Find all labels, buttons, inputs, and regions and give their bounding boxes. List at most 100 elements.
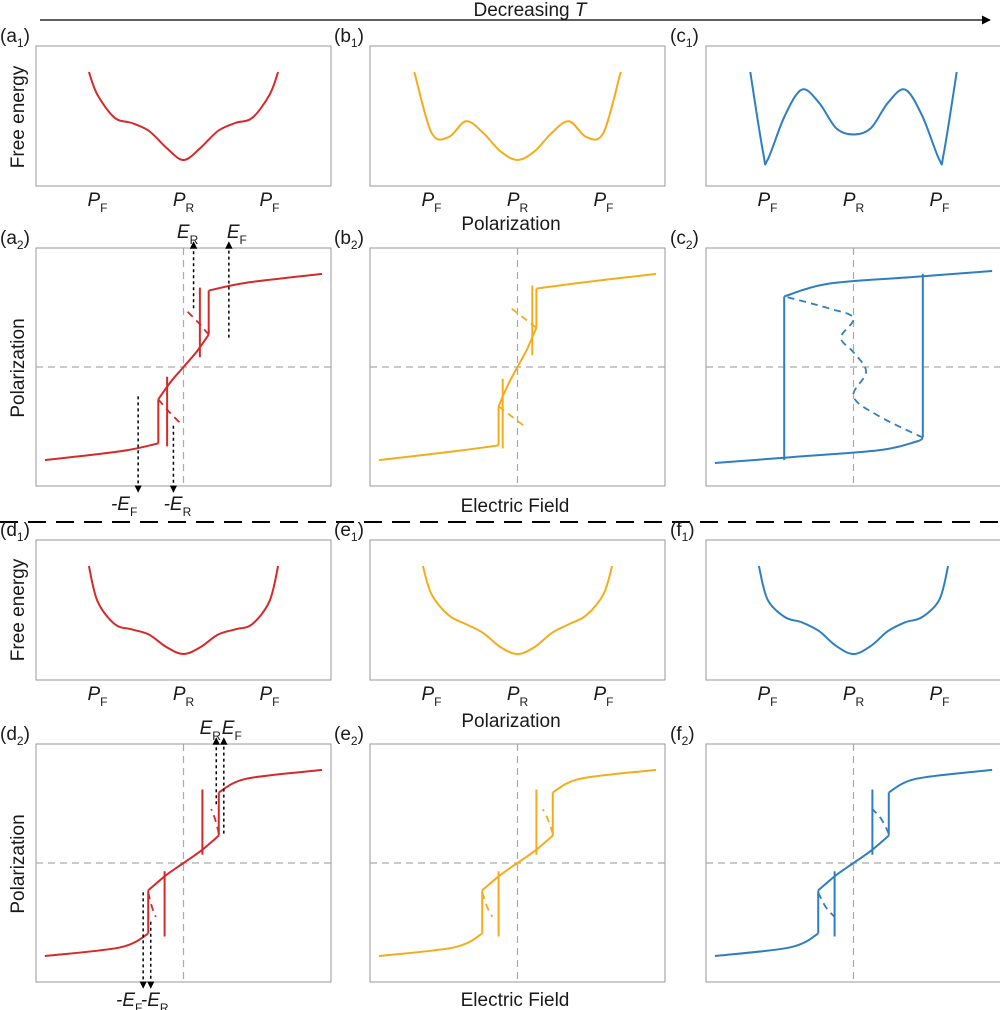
panel-frame xyxy=(705,45,1000,187)
panel-f2: (f2) xyxy=(670,724,1000,983)
panel-label: (b2) xyxy=(334,228,364,252)
polarization-xlabel-bottom: Polarization xyxy=(461,711,560,732)
upper-branch xyxy=(536,272,657,290)
unstable-branch xyxy=(783,295,924,439)
unstable-branch xyxy=(147,892,157,918)
free-energy-label-bottom: Free energy xyxy=(8,558,29,661)
panel-label: (f1) xyxy=(670,520,695,544)
p-tick-label: PF xyxy=(421,190,441,215)
panel-a2: (a2) ER EF -EF -ER xyxy=(0,222,332,519)
unstable-branch xyxy=(481,892,494,918)
p-tick-label: PF xyxy=(259,684,279,709)
panel-label: (d1) xyxy=(0,520,30,544)
panel-label: (a1) xyxy=(0,26,30,50)
unstable-branch xyxy=(817,891,836,918)
polarization-label-loop-bottom: Polarization xyxy=(8,814,29,913)
er-label: ER xyxy=(177,222,199,247)
er-label: ER xyxy=(200,718,222,743)
middle-branch xyxy=(481,834,554,892)
panel-label: (e2) xyxy=(334,724,364,748)
upper-branch xyxy=(552,768,657,794)
p-tick-label: PF xyxy=(421,684,441,709)
p-tick-label: PR xyxy=(173,190,195,215)
free-energy-curve xyxy=(749,71,958,166)
lower-branch xyxy=(714,932,819,958)
p-tick-label: PF xyxy=(757,684,777,709)
unstable-branch xyxy=(541,808,554,834)
p-tick-label: PF xyxy=(929,684,949,709)
middle-branch xyxy=(147,834,220,892)
panel-frame xyxy=(369,45,666,187)
unstable-branch xyxy=(510,307,537,329)
neg-ef-label: -EF xyxy=(111,494,137,519)
p-tick-label: PR xyxy=(507,190,529,215)
polarization-label-loop-top: Polarization xyxy=(8,318,29,417)
p-tick-label: PR xyxy=(843,190,865,215)
free-energy-curve xyxy=(757,565,950,656)
panel-label: (c1) xyxy=(670,26,699,50)
neg-ef-label: -EF xyxy=(116,990,142,1010)
upper-branch xyxy=(208,272,323,292)
unstable-branch xyxy=(157,398,182,425)
lower-branch xyxy=(44,932,149,958)
ef-label: EF xyxy=(222,718,242,743)
panel-a1: (a1) PF PR PF xyxy=(0,26,332,215)
panel-e1: (e1) PF PR PF xyxy=(334,520,666,709)
free-energy-curve xyxy=(87,565,280,656)
lower-branch xyxy=(714,436,924,464)
panel-label: (e1) xyxy=(334,520,364,544)
free-energy-curve xyxy=(87,71,280,162)
electric-field-xlabel-top: Electric Field xyxy=(461,496,570,517)
p-tick-label: PR xyxy=(173,684,195,709)
lower-branch xyxy=(378,932,483,958)
panel-b2: (b2) xyxy=(334,228,666,487)
panel-frame xyxy=(369,539,666,681)
middle-branch xyxy=(817,834,890,892)
panel-label: (a2) xyxy=(0,228,30,252)
upper-branch xyxy=(218,768,323,794)
polarization-xlabel-top: Polarization xyxy=(461,214,560,235)
unstable-branch xyxy=(185,309,210,336)
panel-label: (f2) xyxy=(670,724,695,748)
panel-d2: (d2) ER EF -EF-ER xyxy=(0,718,332,1010)
p-tick-label: PF xyxy=(259,190,279,215)
lower-branch xyxy=(378,444,499,462)
free-energy-curve xyxy=(421,565,614,656)
panel-frame xyxy=(705,539,1000,681)
p-tick-label: PF xyxy=(593,190,613,215)
p-tick-label: PF xyxy=(757,190,777,215)
ef-label: EF xyxy=(227,222,247,247)
p-tick-label: PF xyxy=(87,190,107,215)
panel-f1: (f1) PF PR PF xyxy=(670,520,1000,709)
panel-label: (d2) xyxy=(0,724,30,748)
unstable-branch xyxy=(210,808,220,834)
electric-field-xlabel-bottom: Electric Field xyxy=(461,990,570,1010)
unstable-branch xyxy=(871,808,890,835)
neg-er-label: -ER xyxy=(141,990,169,1010)
panel-c1: (c1) PF PR PF xyxy=(670,26,1000,215)
panel-c2: (c2) xyxy=(670,228,1000,487)
p-tick-label: PR xyxy=(843,684,865,709)
panels: (a1)PF PR PF(b1)PF PR PF(c1)PF PR PF(a2) ER EF-E… xyxy=(0,26,1000,1010)
p-tick-label: PR xyxy=(507,684,529,709)
free-energy-label-top: Free energy xyxy=(8,65,29,168)
free-energy-curve xyxy=(413,71,622,162)
p-tick-label: PF xyxy=(87,684,107,709)
unstable-branch xyxy=(498,405,525,427)
panel-label: (c2) xyxy=(670,228,699,252)
upper-branch xyxy=(783,270,993,298)
panel-b1: (b1) PF PR PF xyxy=(334,26,666,215)
p-tick-label: PF xyxy=(929,190,949,215)
panel-frame xyxy=(35,539,332,681)
panel-label: (b1) xyxy=(334,26,364,50)
neg-er-label: -ER xyxy=(164,494,192,519)
panel-e2: (e2) xyxy=(334,724,666,983)
panel-d1: (d1) PF PR PF xyxy=(0,520,332,709)
upper-branch xyxy=(888,768,993,794)
p-tick-label: PF xyxy=(593,684,613,709)
lower-branch xyxy=(44,442,159,462)
decreasing-t-label: Decreasing T xyxy=(474,0,588,21)
panel-frame xyxy=(35,45,332,187)
middle-branch xyxy=(497,327,538,407)
